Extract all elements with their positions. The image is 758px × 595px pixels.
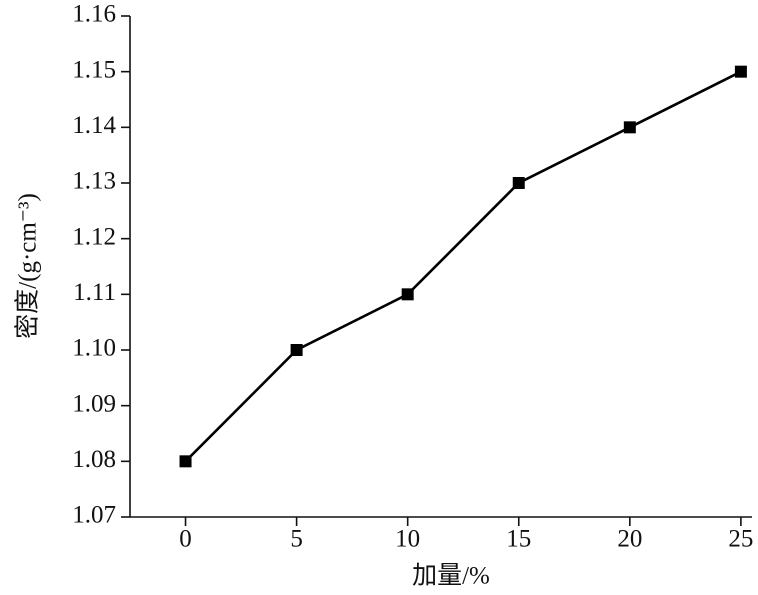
y-tick-label: 1.12 xyxy=(72,223,116,250)
marker xyxy=(179,455,192,468)
x-tick-label: 20 xyxy=(617,526,642,553)
y-tick-label: 1.13 xyxy=(72,168,116,195)
y-tick-label: 1.11 xyxy=(73,279,116,306)
x-axis-label: 加量/% xyxy=(412,562,490,590)
y-tick-label: 1.08 xyxy=(72,446,116,473)
marker xyxy=(401,288,414,301)
marker xyxy=(734,65,747,78)
y-tick-label: 1.10 xyxy=(72,335,116,362)
x-tick-label: 0 xyxy=(179,526,192,553)
x-tick-label: 5 xyxy=(290,526,303,553)
x-tick-label: 10 xyxy=(395,526,420,553)
y-tick-label: 1.07 xyxy=(72,502,116,529)
x-tick-label: 15 xyxy=(506,526,531,553)
x-tick-label: 25 xyxy=(728,526,753,553)
y-tick-label: 1.09 xyxy=(72,390,116,417)
marker xyxy=(512,177,525,189)
marker xyxy=(290,344,303,356)
y-tick-label: 1.14 xyxy=(72,112,116,139)
y-axis-label: 密度/(g·cm⁻³) xyxy=(14,193,42,339)
y-tick-label: 1.15 xyxy=(72,56,116,83)
y-tick-label: 1.16 xyxy=(72,1,116,28)
marker xyxy=(623,121,636,134)
data-line xyxy=(184,70,742,463)
